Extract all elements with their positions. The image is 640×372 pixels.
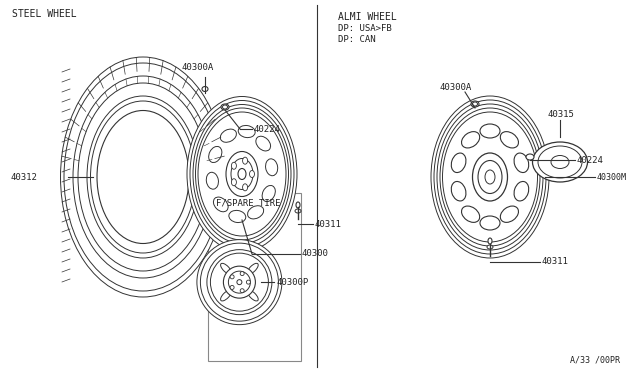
Ellipse shape: [532, 142, 588, 182]
Text: 40300A: 40300A: [440, 83, 472, 92]
Ellipse shape: [209, 147, 222, 163]
Text: 40315: 40315: [548, 109, 575, 119]
Ellipse shape: [248, 290, 258, 301]
Ellipse shape: [243, 184, 248, 191]
Ellipse shape: [230, 285, 234, 289]
Ellipse shape: [237, 280, 242, 285]
Ellipse shape: [220, 129, 236, 142]
Text: A/33 /00PR: A/33 /00PR: [570, 356, 620, 365]
Ellipse shape: [228, 271, 250, 293]
Ellipse shape: [223, 105, 227, 109]
Ellipse shape: [262, 186, 275, 202]
Ellipse shape: [514, 182, 529, 201]
Text: ALMI WHEEL: ALMI WHEEL: [338, 12, 397, 22]
Ellipse shape: [238, 125, 255, 138]
Ellipse shape: [256, 136, 271, 151]
Ellipse shape: [232, 162, 236, 169]
Ellipse shape: [472, 153, 508, 201]
Ellipse shape: [461, 206, 479, 222]
Ellipse shape: [231, 158, 253, 189]
Text: 40312: 40312: [10, 173, 37, 182]
Ellipse shape: [551, 155, 569, 169]
Ellipse shape: [250, 170, 255, 177]
Ellipse shape: [221, 104, 229, 110]
Ellipse shape: [295, 209, 301, 213]
Ellipse shape: [461, 132, 479, 148]
Ellipse shape: [87, 96, 199, 258]
Ellipse shape: [500, 132, 518, 148]
Ellipse shape: [223, 266, 255, 298]
Text: F/SPARE TIRE: F/SPARE TIRE: [216, 199, 280, 208]
Ellipse shape: [296, 202, 300, 208]
Ellipse shape: [202, 87, 208, 92]
Ellipse shape: [240, 272, 244, 276]
Ellipse shape: [266, 159, 278, 176]
Text: DP: CAN: DP: CAN: [338, 35, 376, 44]
Ellipse shape: [440, 108, 540, 246]
Ellipse shape: [243, 157, 248, 164]
Ellipse shape: [238, 169, 246, 180]
Ellipse shape: [485, 170, 495, 184]
Ellipse shape: [193, 105, 291, 244]
Text: 40224: 40224: [254, 125, 281, 134]
Text: 40224: 40224: [577, 155, 604, 164]
Ellipse shape: [64, 63, 222, 291]
Ellipse shape: [431, 96, 549, 258]
Text: 40300: 40300: [302, 250, 329, 259]
Ellipse shape: [206, 172, 218, 189]
Ellipse shape: [514, 153, 529, 173]
Ellipse shape: [471, 101, 479, 107]
Ellipse shape: [538, 146, 582, 178]
Ellipse shape: [207, 250, 272, 315]
Ellipse shape: [488, 238, 492, 244]
Text: 40300A: 40300A: [182, 62, 214, 71]
Ellipse shape: [451, 182, 466, 201]
Text: DP: USA>FB: DP: USA>FB: [338, 23, 392, 32]
Ellipse shape: [434, 100, 546, 254]
Ellipse shape: [213, 197, 228, 212]
Text: STEEL WHEEL: STEEL WHEEL: [12, 9, 77, 19]
Ellipse shape: [442, 112, 538, 242]
Ellipse shape: [500, 206, 518, 222]
Ellipse shape: [187, 96, 297, 251]
Ellipse shape: [97, 110, 189, 244]
Ellipse shape: [437, 104, 543, 250]
Ellipse shape: [230, 275, 234, 279]
Ellipse shape: [226, 151, 258, 196]
Ellipse shape: [478, 160, 502, 193]
Ellipse shape: [240, 289, 244, 293]
Ellipse shape: [229, 211, 246, 222]
Ellipse shape: [78, 83, 208, 271]
Ellipse shape: [221, 263, 231, 274]
Text: 40311: 40311: [542, 257, 569, 266]
Text: 40300P: 40300P: [276, 278, 308, 287]
Text: 40311: 40311: [315, 219, 342, 228]
Ellipse shape: [451, 153, 466, 173]
Bar: [208, 193, 301, 361]
Ellipse shape: [190, 100, 294, 247]
Ellipse shape: [197, 240, 282, 325]
Ellipse shape: [195, 108, 289, 240]
Ellipse shape: [246, 280, 250, 284]
Ellipse shape: [232, 179, 236, 186]
Ellipse shape: [198, 112, 286, 236]
Ellipse shape: [487, 245, 493, 249]
Ellipse shape: [526, 154, 534, 160]
Ellipse shape: [480, 124, 500, 138]
Ellipse shape: [248, 206, 264, 219]
Ellipse shape: [480, 216, 500, 230]
Ellipse shape: [200, 243, 278, 321]
Ellipse shape: [211, 253, 268, 311]
Ellipse shape: [472, 102, 477, 106]
Ellipse shape: [221, 290, 231, 301]
Ellipse shape: [73, 76, 213, 278]
Ellipse shape: [61, 57, 225, 297]
Ellipse shape: [248, 263, 258, 274]
Text: 40300M: 40300M: [597, 173, 627, 182]
Ellipse shape: [90, 101, 195, 253]
